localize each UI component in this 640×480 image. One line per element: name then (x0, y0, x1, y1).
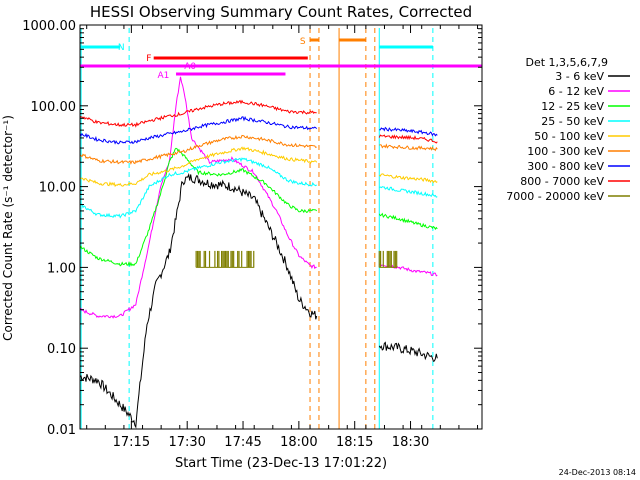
x-tick-label: 18:15 (336, 435, 373, 450)
series-line (79, 116, 318, 145)
y-tick-label: 0.10 (47, 342, 76, 357)
chart-title: HESSI Observing Summary Count Rates, Cor… (90, 3, 472, 21)
series-line (379, 263, 438, 277)
x-axis-label: Start Time (23-Dec-13 17:01:22) (175, 456, 387, 471)
annotation-label: A1 (157, 71, 169, 81)
y-tick-label: 1000.00 (22, 19, 76, 34)
x-tick-label: 17:15 (113, 435, 150, 450)
annotation-label: N (118, 43, 125, 53)
legend: Det 1,3,5,6,7,9 3 - 6 keV 6 - 12 keV 12 - … (506, 56, 630, 203)
y-tick-label: 10.00 (39, 181, 76, 196)
series-line (79, 172, 318, 429)
series-line (79, 147, 318, 267)
y-axis-label: Corrected Count Rate (s⁻¹ detector⁻¹) (1, 115, 15, 341)
plot-area: N F S A1 A0 0.01 0.10 1.00 10.00 100.00 1000.00 17:… (22, 19, 483, 450)
legend-label: 50 - 100 keV (534, 130, 604, 143)
series-line (378, 212, 438, 231)
legend-title: Det 1,3,5,6,7,9 (525, 56, 608, 69)
y-tick-label: 100.00 (31, 100, 77, 115)
series-line (379, 126, 438, 137)
y-tick-label: 1.00 (47, 261, 76, 276)
legend-label: 6 - 12 keV (548, 85, 604, 98)
y-tick-label: 0.01 (47, 423, 76, 438)
annotation-label: S (300, 37, 306, 47)
series-line (79, 146, 318, 188)
series-line (79, 157, 318, 219)
legend-label: 800 - 7000 keV (520, 175, 604, 188)
series-line (378, 341, 438, 362)
legend-label: 300 - 800 keV (527, 160, 604, 173)
legend-label: 3 - 6 keV (555, 70, 604, 83)
plot-frame (79, 24, 483, 430)
series-line (379, 186, 438, 198)
series-line (79, 134, 317, 165)
annotation-label: A0 (184, 62, 196, 72)
series-line (79, 76, 317, 319)
annotation-label: F (146, 54, 151, 64)
legend-label: 25 - 50 keV (541, 115, 604, 128)
series-line (379, 143, 438, 152)
x-tick-label: 17:30 (168, 435, 205, 450)
series-line (378, 173, 438, 184)
footer-date: 24-Dec-2013 08:14 (559, 468, 636, 477)
legend-label: 12 - 25 keV (541, 100, 604, 113)
series-line (79, 99, 317, 128)
x-tick-label: 18:00 (280, 435, 317, 450)
series-line (378, 134, 438, 144)
legend-label: 7000 - 20000 keV (506, 190, 604, 203)
x-tick-label: 18:30 (392, 435, 429, 450)
x-tick-label: 17:45 (224, 435, 261, 450)
legend-label: 100 - 300 keV (527, 145, 604, 158)
